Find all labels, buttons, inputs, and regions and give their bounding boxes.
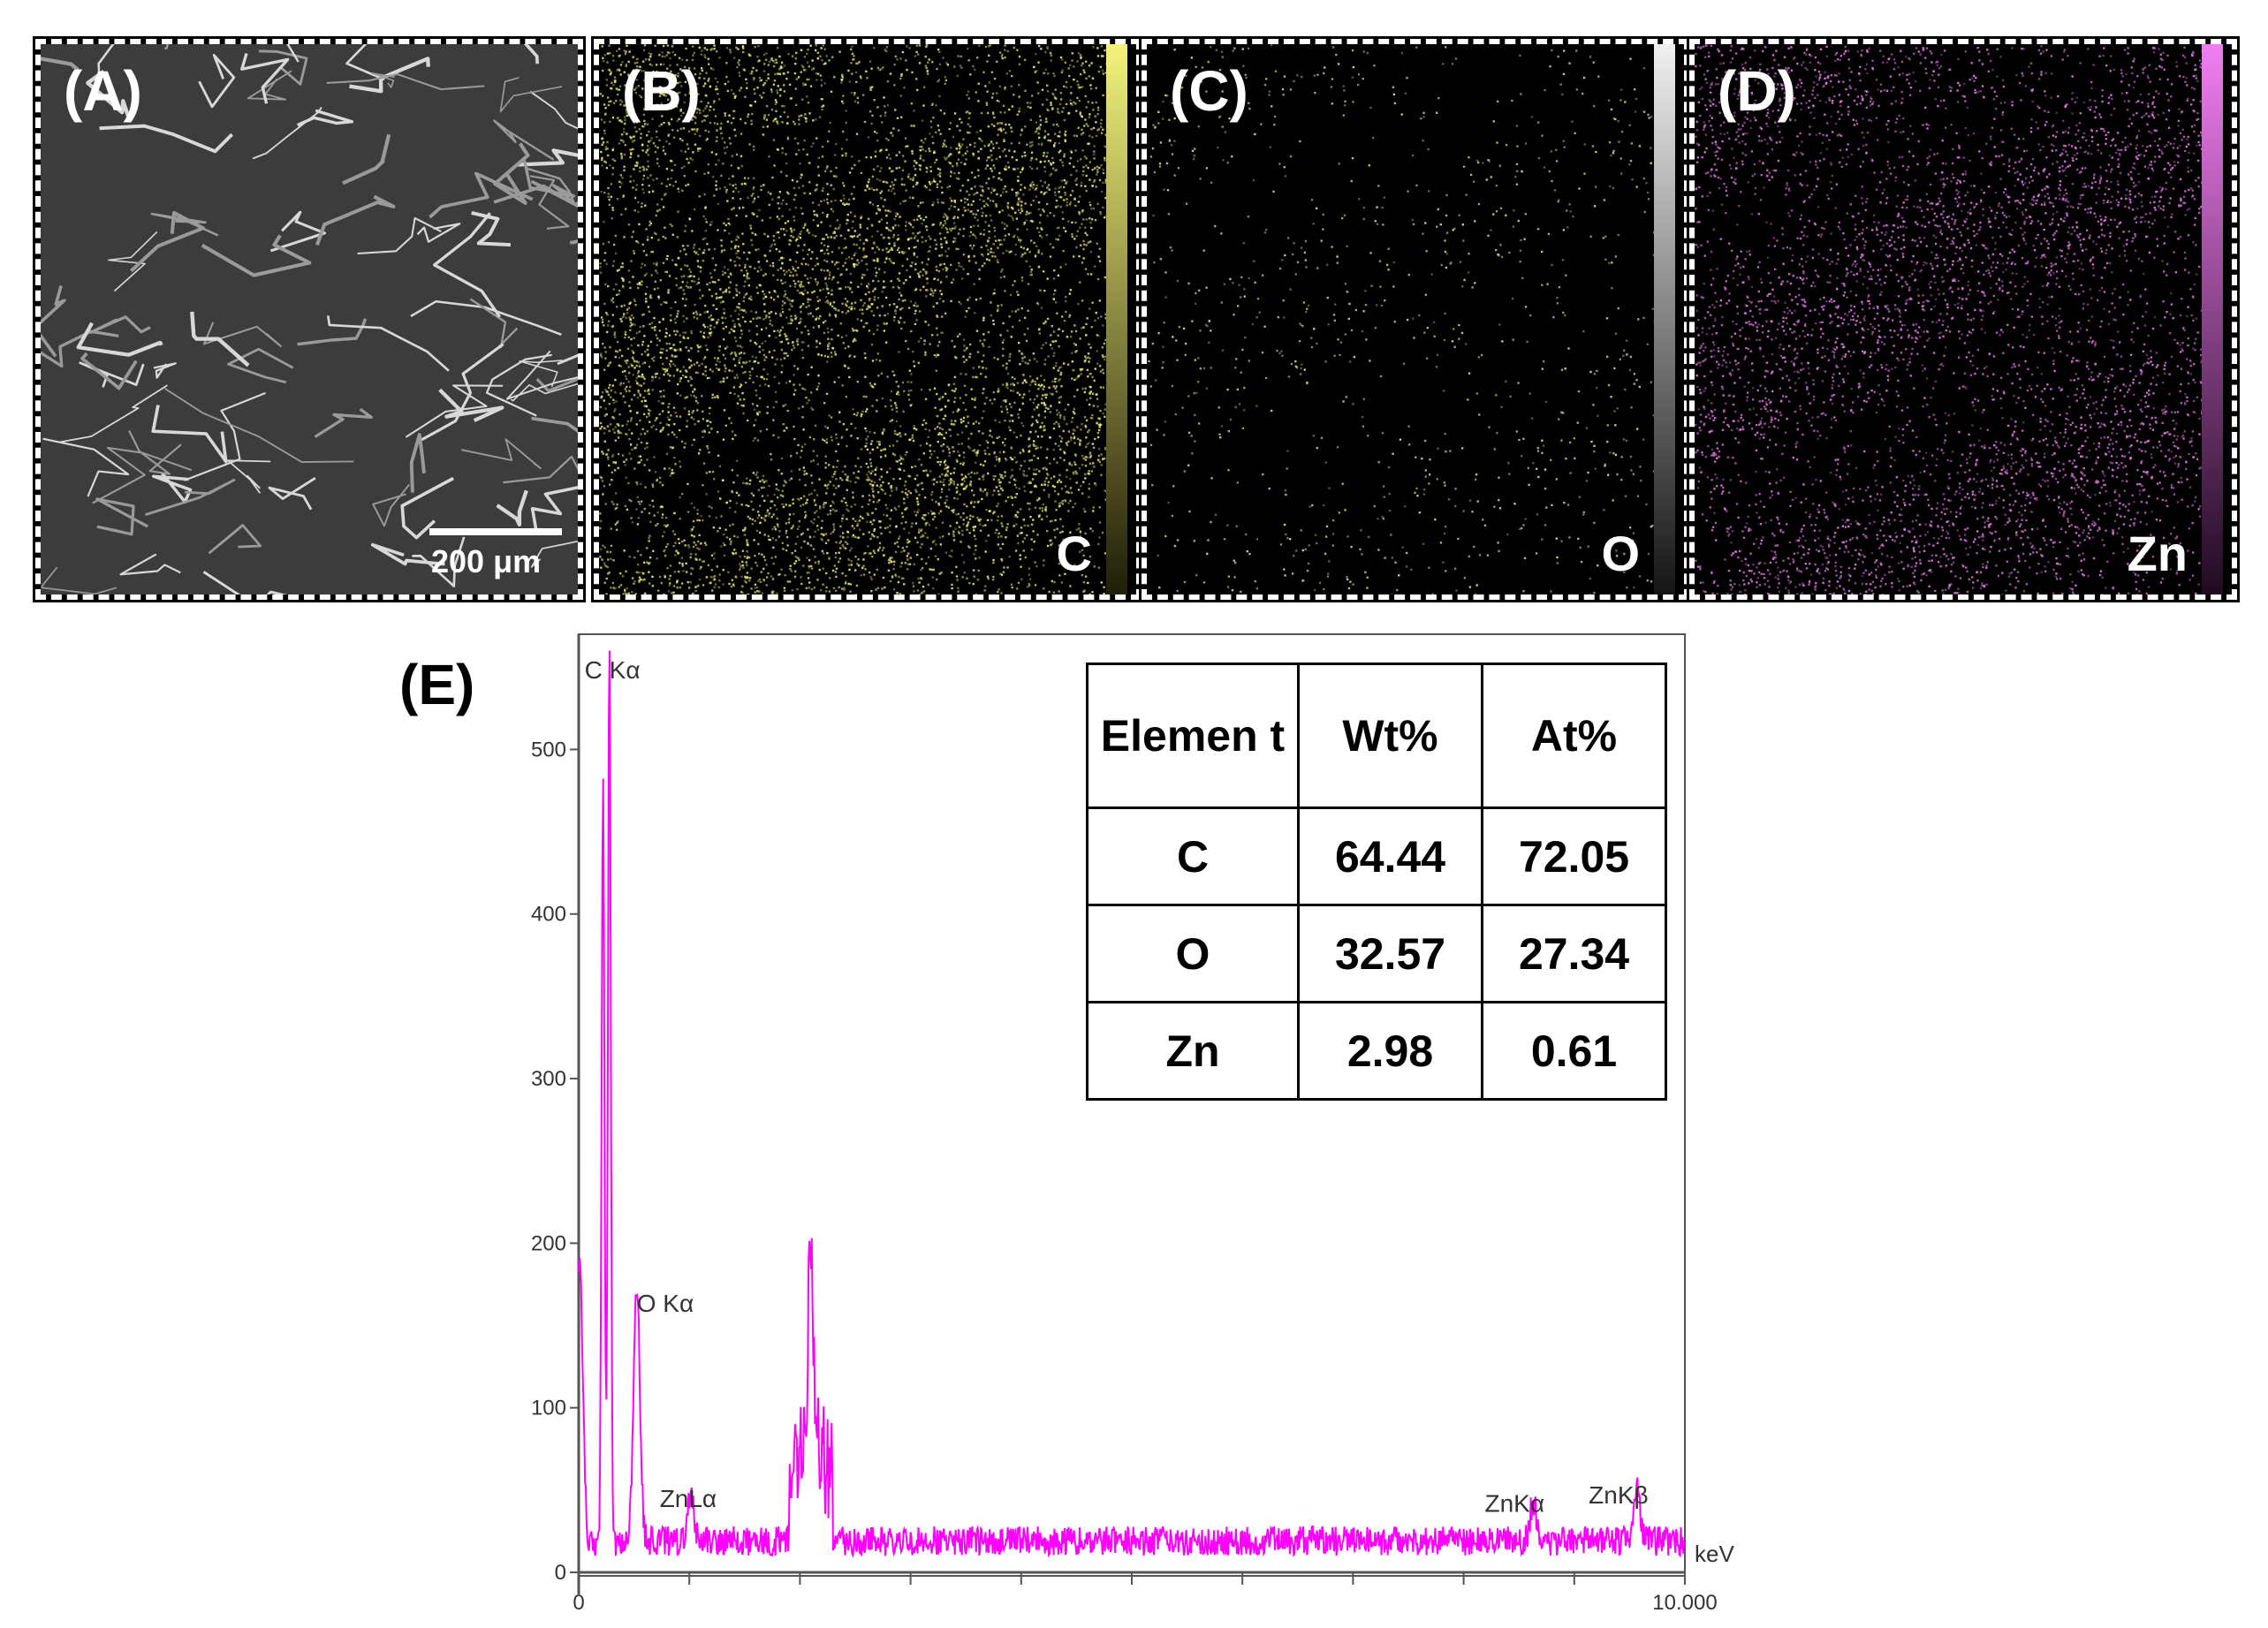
- peak-label: O Kα: [637, 1290, 694, 1317]
- table-row: C 64.44 72.05: [1086, 806, 1667, 906]
- table-row: Zn 2.98 0.61: [1086, 1001, 1667, 1101]
- y-tick-label: 100: [531, 1397, 566, 1420]
- carbon-map-panel: (B) C: [591, 36, 1144, 602]
- cell-at: 72.05: [1481, 806, 1667, 906]
- x-tick-label-min: 0: [573, 1591, 584, 1615]
- carbon-colorbar: [1106, 44, 1127, 594]
- panel-e-label: (E): [399, 653, 475, 716]
- cell-element: O: [1086, 904, 1300, 1003]
- header-at: At%: [1481, 663, 1667, 809]
- scale-bar: [429, 528, 562, 535]
- zinc-map-panel: (D) Zn: [1687, 36, 2240, 602]
- table-row: O 32.57 27.34: [1086, 904, 1667, 1003]
- panel-d-label: (D): [1718, 59, 1796, 123]
- y-tick-label: 500: [531, 738, 566, 761]
- panel-a-label: (A): [64, 59, 142, 123]
- peak-label: ZnKβ: [1589, 1481, 1648, 1509]
- composition-table: Elemen t Wt% At% C 64.44 72.05 O 32.57 2…: [1086, 663, 1667, 1101]
- oxygen-map-dots: [1148, 44, 1659, 594]
- oxygen-map-panel: (C) O: [1139, 36, 1692, 602]
- panel-c-label: (C): [1170, 59, 1248, 123]
- eds-spectrum-chart: 0 100 200 300 400 500 C Kα O Kα ZnLα ZnKα ZnKβ ke…: [531, 633, 1734, 1615]
- cell-at: 0.61: [1481, 1001, 1667, 1101]
- cell-wt: 64.44: [1297, 806, 1483, 906]
- cell-wt: 32.57: [1297, 904, 1483, 1003]
- sem-image-panel: (A) 200 μm: [33, 36, 586, 602]
- element-label-zn: Zn: [2127, 526, 2188, 581]
- x-ticks: [578, 1572, 1686, 1585]
- panel-b-label: (B): [622, 59, 701, 123]
- y-tick-label: 300: [531, 1067, 566, 1091]
- carbon-map-dots: [599, 44, 1112, 594]
- cell-element: Zn: [1086, 1001, 1300, 1101]
- x-tick-label-max: 10.000: [1652, 1591, 1717, 1615]
- peak-label: ZnLα: [660, 1485, 717, 1512]
- header-wt: Wt%: [1297, 663, 1483, 809]
- peak-label: C Kα: [585, 656, 641, 684]
- x-axis-unit: keV: [1695, 1541, 1734, 1567]
- y-tick-label: 400: [531, 903, 566, 927]
- oxygen-colorbar: [1654, 44, 1675, 594]
- y-tick-label: 200: [531, 1231, 566, 1255]
- y-ticks: 0 100 200 300 400 500: [531, 738, 579, 1585]
- element-label-o: O: [1601, 526, 1640, 581]
- zinc-map-dots: [1695, 44, 2208, 594]
- cell-wt: 2.98: [1297, 1001, 1483, 1101]
- y-tick-label: 0: [555, 1561, 566, 1585]
- element-label-c: C: [1056, 526, 1092, 581]
- sem-texture: [41, 44, 578, 594]
- peak-label: ZnKα: [1484, 1489, 1544, 1517]
- scale-bar-label: 200 μm: [431, 543, 542, 579]
- zinc-colorbar: [2202, 44, 2223, 594]
- peak-labels: C Kα O Kα ZnLα ZnKα ZnKβ: [585, 656, 1649, 1518]
- cell-at: 27.34: [1481, 904, 1667, 1003]
- cell-element: C: [1086, 806, 1300, 906]
- header-element: Elemen t: [1086, 663, 1300, 809]
- spectrum-series: [578, 650, 1686, 1558]
